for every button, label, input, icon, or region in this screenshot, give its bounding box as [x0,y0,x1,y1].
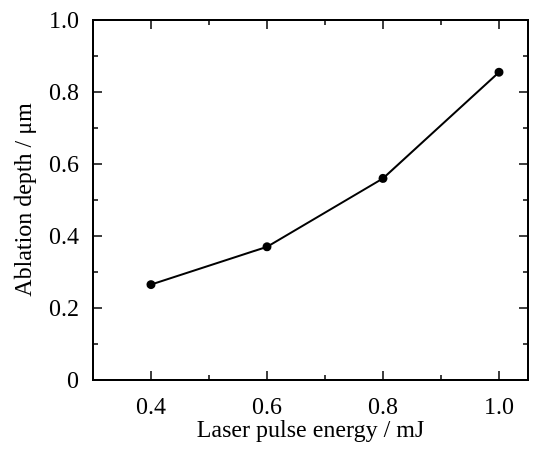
plot-frame [92,19,529,381]
x-axis-label: Laser pulse energy / mJ [197,417,425,443]
data-point [146,280,156,290]
x-tick-label: 1.0 [484,394,514,420]
y-tick-label: 0.6 [49,152,79,178]
y-tick-label: 1.0 [49,8,79,34]
y-axis-label: Ablation depth / μm [11,103,37,297]
x-tick-label: 0.8 [368,394,398,420]
tick-marks-layer [92,19,528,381]
y-tick-labels: 0 0.2 0.4 0.6 0.8 1.0 [49,8,79,394]
series-line [150,71,500,286]
y-tick-label: 0.4 [49,224,79,250]
x-tick-labels: 0.4 0.6 0.8 1.0 [136,394,514,420]
y-tick-label: 0.8 [49,80,79,106]
data-point [262,242,272,252]
x-tick-label: 0.4 [136,394,166,420]
series-layer [146,67,504,290]
y-tick-label: 0.2 [49,296,79,322]
y-tick-label: 0 [67,368,79,394]
x-tick-label: 0.6 [252,394,282,420]
data-point [494,67,504,77]
data-point [378,173,388,183]
